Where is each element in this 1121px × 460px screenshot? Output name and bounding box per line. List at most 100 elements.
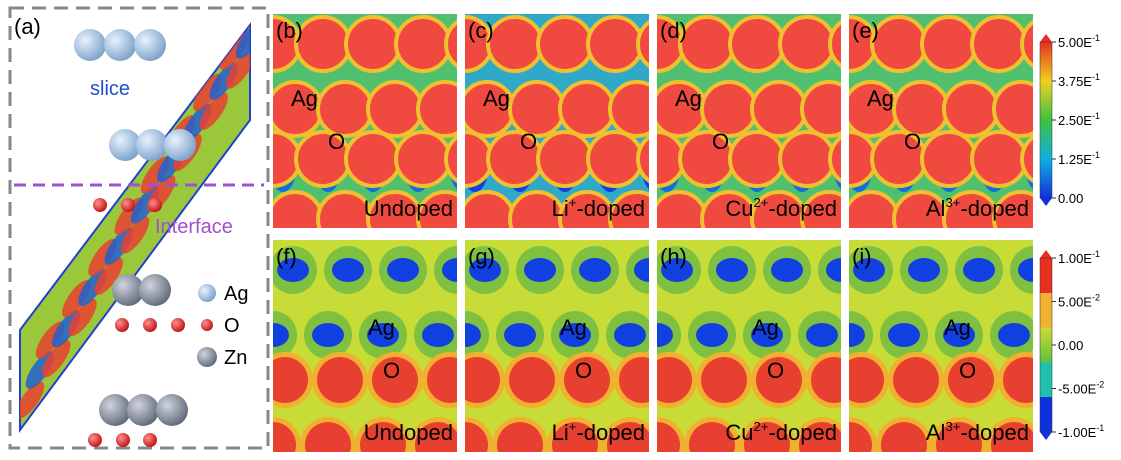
high-blob <box>894 82 948 136</box>
atom-label: Ag <box>560 315 587 340</box>
high-blob <box>844 192 898 246</box>
panel-text: Al3+-doped <box>926 195 1029 221</box>
panel-text: Cu2+-doped <box>725 195 837 221</box>
panel-text: Al3+-doped <box>926 419 1029 445</box>
zn-atom <box>139 274 171 306</box>
legend-o <box>201 319 213 331</box>
colorbar-label: 5.00E-2 <box>1058 293 1100 310</box>
map-panel: (g)AgOLi+-doped <box>437 240 674 455</box>
colorbar-label: 1.00E-1 <box>1058 249 1100 266</box>
legend-ag <box>198 284 216 302</box>
ag-atom <box>134 29 166 61</box>
atom-label: Ag <box>483 86 510 111</box>
o-atom <box>143 433 157 447</box>
charge: 3+ <box>945 419 960 434</box>
colorbar: 1.00E-1 5.00E-2 0.00 -5.00E-2 -1.00E-1 <box>1040 249 1104 440</box>
atom-label: O <box>904 129 921 154</box>
high-blob <box>652 192 706 246</box>
high-blob <box>701 357 747 403</box>
atom-label: Ag <box>752 315 779 340</box>
low-blob <box>963 258 995 282</box>
high-blob <box>780 132 834 186</box>
ag-atom <box>104 29 136 61</box>
colorbar-label: 0.00 <box>1058 191 1083 206</box>
high-blob <box>454 357 500 403</box>
high-blob <box>972 132 1026 186</box>
high-blob <box>588 132 642 186</box>
high-blob <box>246 132 300 186</box>
high-blob <box>368 82 422 136</box>
high-blob <box>460 192 514 246</box>
name: Li <box>552 420 569 445</box>
ag-atom <box>74 29 106 61</box>
high-blob <box>538 132 592 186</box>
high-blob <box>780 17 834 71</box>
name: Undoped <box>364 196 453 221</box>
map-panel: (f)AgOUndoped <box>245 240 482 455</box>
exponent: -2 <box>1096 380 1104 390</box>
suffix: -doped <box>960 420 1029 445</box>
atom-label: O <box>328 129 345 154</box>
low-blob <box>579 258 611 282</box>
exponent: -1 <box>1092 249 1100 259</box>
high-blob <box>838 357 884 403</box>
high-blob <box>509 357 555 403</box>
base: 2.50E <box>1058 113 1092 128</box>
panel-text: Li+-doped <box>552 195 645 221</box>
atom-label: O <box>959 358 976 383</box>
panel-label: (d) <box>660 18 687 43</box>
atom-label: Ag <box>867 86 894 111</box>
atom-label: O <box>383 358 400 383</box>
ag-atom <box>136 129 168 161</box>
colorbar-label: -1.00E-1 <box>1058 423 1104 440</box>
low-blob <box>614 323 646 347</box>
atom-label: Ag <box>368 315 395 340</box>
low-blob <box>806 323 838 347</box>
atom-label: O <box>520 129 537 154</box>
colorbar-cap <box>1040 34 1052 42</box>
panel-a: (a) slice Interface Ag O Zn <box>10 0 279 448</box>
atom-label: O <box>767 358 784 383</box>
high-blob <box>396 132 450 186</box>
base: -5.00E <box>1058 382 1097 397</box>
figure: (a) slice Interface Ag O Zn (b)AgOUndope… <box>0 0 1121 455</box>
map-panel: (i)AgOAl3+-doped <box>821 240 1058 455</box>
panel-label: (e) <box>852 18 879 43</box>
high-blob <box>588 17 642 71</box>
colorbar-label: 0.00 <box>1058 338 1083 353</box>
low-blob <box>504 323 536 347</box>
low-blob <box>422 323 454 347</box>
zn-atom <box>156 394 188 426</box>
atom-label: O <box>575 358 592 383</box>
panel-label: (c) <box>468 18 494 43</box>
name: Al <box>926 420 946 445</box>
charge: 2+ <box>753 195 768 210</box>
colorbar-cap <box>1040 250 1052 258</box>
colorbar-bar <box>1040 42 1052 198</box>
exponent: -1 <box>1092 33 1100 43</box>
legend-zn <box>197 347 217 367</box>
high-blob <box>922 132 976 186</box>
high-blob <box>346 132 400 186</box>
map-panel: (h)AgOCu2+-doped <box>629 240 866 455</box>
high-blob <box>538 17 592 71</box>
name: Cu <box>725 420 753 445</box>
base: 5.00E <box>1058 35 1092 50</box>
low-blob <box>888 323 920 347</box>
high-blob <box>893 357 939 403</box>
suffix: -doped <box>576 196 645 221</box>
low-blob <box>716 258 748 282</box>
legend-text: Zn <box>224 347 247 369</box>
panel-text: Cu2+-doped <box>725 419 837 445</box>
ag-atom <box>164 129 196 161</box>
high-blob <box>560 82 614 136</box>
o-atom <box>143 318 157 332</box>
exponent: -1 <box>1092 72 1100 82</box>
high-blob <box>922 17 976 71</box>
exponent: -1 <box>1092 111 1100 121</box>
colorbar-label: 1.25E-1 <box>1058 150 1100 167</box>
panel-label: (a) <box>14 14 41 39</box>
high-blob <box>752 82 806 136</box>
colorbar-cap <box>1040 432 1052 440</box>
low-blob <box>332 258 364 282</box>
